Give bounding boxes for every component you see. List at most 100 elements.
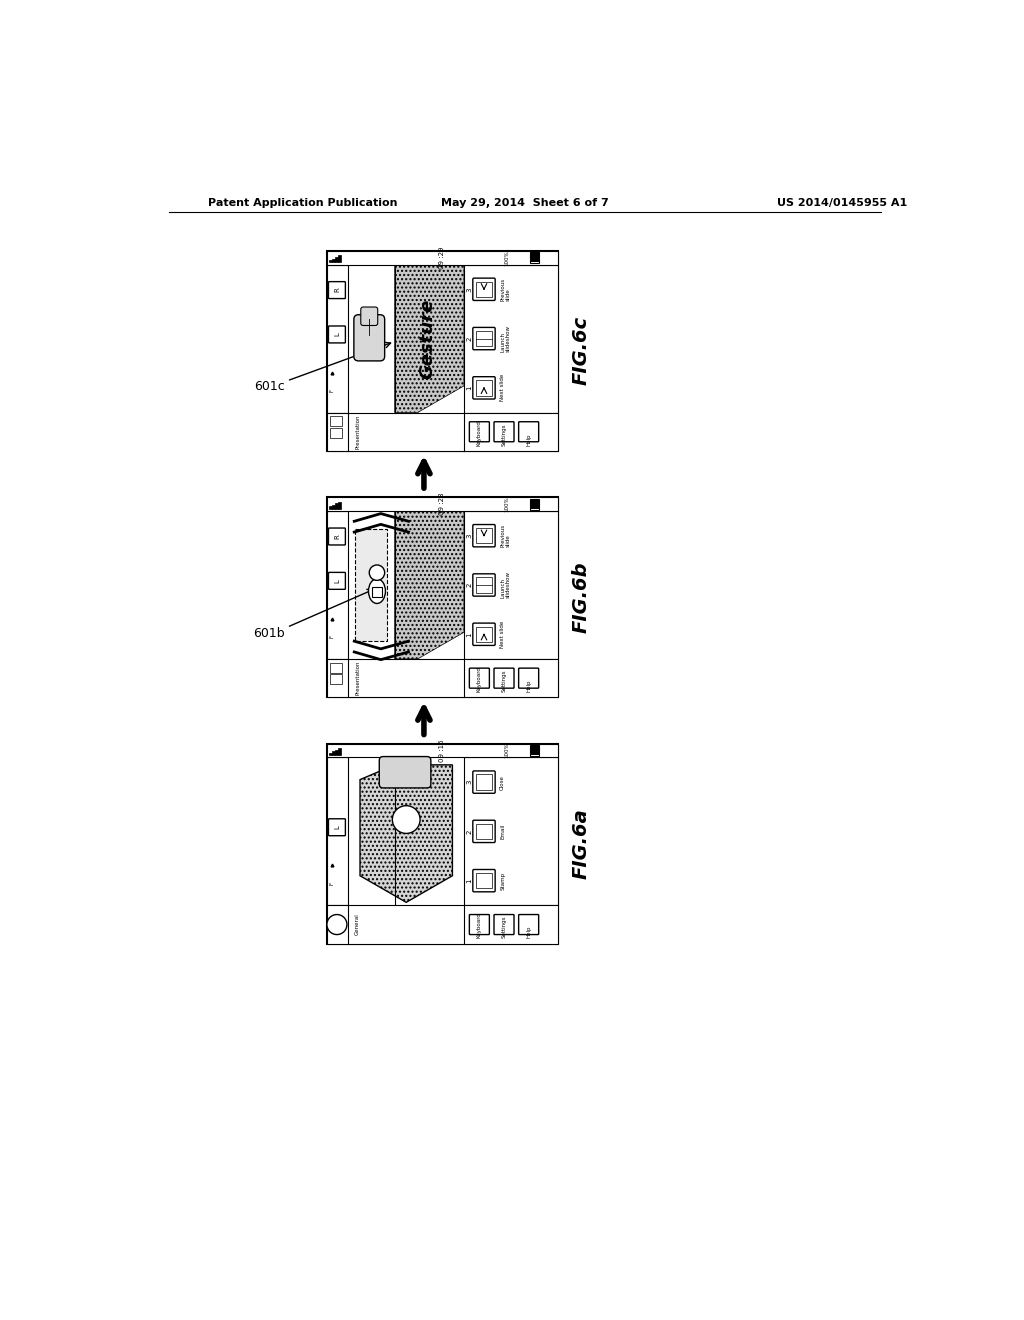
Text: Keyboard: Keyboard xyxy=(477,667,482,692)
Bar xyxy=(327,743,558,944)
Text: Patent Application Publication: Patent Application Publication xyxy=(208,198,397,209)
Text: 601c: 601c xyxy=(254,380,285,393)
Text: L: L xyxy=(334,579,340,583)
FancyBboxPatch shape xyxy=(518,422,539,442)
Bar xyxy=(327,743,558,758)
Bar xyxy=(330,663,342,673)
FancyBboxPatch shape xyxy=(469,668,489,688)
Text: Keyboard: Keyboard xyxy=(477,912,482,939)
Text: Help: Help xyxy=(526,925,531,939)
Bar xyxy=(476,380,492,396)
Text: 2: 2 xyxy=(466,583,472,587)
Text: R: R xyxy=(334,535,340,539)
FancyBboxPatch shape xyxy=(473,623,496,645)
Bar xyxy=(530,744,540,756)
FancyBboxPatch shape xyxy=(473,771,496,793)
Text: 100%: 100% xyxy=(505,249,510,265)
Circle shape xyxy=(392,805,420,833)
Bar xyxy=(531,253,539,263)
Text: US 2014/0145955 A1: US 2014/0145955 A1 xyxy=(777,198,907,209)
Text: 601b: 601b xyxy=(253,627,285,640)
Text: Presentation: Presentation xyxy=(355,414,360,449)
Bar xyxy=(476,577,492,593)
Bar xyxy=(327,251,558,264)
FancyBboxPatch shape xyxy=(518,915,539,935)
Bar xyxy=(464,511,558,659)
Bar xyxy=(327,251,558,451)
Text: 09 :29: 09 :29 xyxy=(439,247,445,269)
Text: 3: 3 xyxy=(466,286,472,292)
Bar xyxy=(333,259,335,263)
Bar xyxy=(327,511,348,659)
Bar xyxy=(531,499,539,508)
Text: Settings: Settings xyxy=(502,669,507,692)
Text: F: F xyxy=(329,882,334,884)
FancyBboxPatch shape xyxy=(329,281,345,298)
FancyBboxPatch shape xyxy=(360,308,378,326)
Bar xyxy=(330,260,332,263)
FancyBboxPatch shape xyxy=(354,314,385,360)
Bar xyxy=(530,252,540,263)
Text: R: R xyxy=(334,288,340,293)
Text: 3: 3 xyxy=(466,533,472,539)
Text: 100%: 100% xyxy=(505,743,510,759)
Text: FIG.6a: FIG.6a xyxy=(571,808,591,879)
FancyBboxPatch shape xyxy=(329,573,345,589)
Polygon shape xyxy=(394,511,464,659)
Text: F: F xyxy=(329,389,334,392)
Text: Previous
slide: Previous slide xyxy=(500,524,511,548)
Bar xyxy=(476,281,492,297)
Bar xyxy=(327,412,558,451)
Text: Email: Email xyxy=(500,824,505,840)
Bar xyxy=(339,748,341,755)
Text: Stamp: Stamp xyxy=(500,871,505,890)
Bar xyxy=(464,758,558,906)
Text: Settings: Settings xyxy=(502,916,507,939)
FancyBboxPatch shape xyxy=(473,376,496,399)
FancyBboxPatch shape xyxy=(329,818,345,836)
FancyBboxPatch shape xyxy=(494,668,514,688)
Text: Keyboard: Keyboard xyxy=(477,420,482,446)
Bar xyxy=(330,428,342,438)
FancyBboxPatch shape xyxy=(473,327,496,350)
Bar xyxy=(330,507,332,508)
Text: Presentation: Presentation xyxy=(355,661,360,696)
Ellipse shape xyxy=(369,578,385,603)
Polygon shape xyxy=(394,264,464,412)
Text: 1: 1 xyxy=(466,385,472,391)
Bar xyxy=(476,775,492,789)
Text: L: L xyxy=(334,333,340,337)
Text: Previous
slide: Previous slide xyxy=(500,277,511,301)
FancyBboxPatch shape xyxy=(469,915,489,935)
Text: 2: 2 xyxy=(466,829,472,833)
Bar xyxy=(330,675,342,684)
Text: Help: Help xyxy=(526,433,531,446)
Text: 09 :16: 09 :16 xyxy=(439,739,445,762)
Text: L: L xyxy=(334,825,340,829)
Text: 3: 3 xyxy=(466,780,472,784)
Bar xyxy=(336,503,338,508)
Text: Next slide: Next slide xyxy=(500,375,505,401)
Text: 100%: 100% xyxy=(505,496,510,512)
Bar xyxy=(476,528,492,544)
Text: 1: 1 xyxy=(466,632,472,636)
Text: 1: 1 xyxy=(466,878,472,883)
Bar xyxy=(476,824,492,840)
Text: FIG.6c: FIG.6c xyxy=(571,317,591,385)
Bar xyxy=(464,264,558,412)
Text: General: General xyxy=(355,913,360,936)
Bar xyxy=(336,750,338,755)
Bar xyxy=(330,416,342,426)
Bar xyxy=(327,498,558,511)
Bar xyxy=(531,746,539,755)
FancyBboxPatch shape xyxy=(494,422,514,442)
Text: 09 :28: 09 :28 xyxy=(439,492,445,515)
Text: Launch
slideshow: Launch slideshow xyxy=(500,325,511,352)
Bar xyxy=(327,659,558,697)
Bar xyxy=(327,906,558,944)
Circle shape xyxy=(327,915,347,935)
Bar xyxy=(336,257,338,263)
Bar xyxy=(333,506,335,508)
FancyBboxPatch shape xyxy=(379,756,431,788)
FancyBboxPatch shape xyxy=(518,668,539,688)
